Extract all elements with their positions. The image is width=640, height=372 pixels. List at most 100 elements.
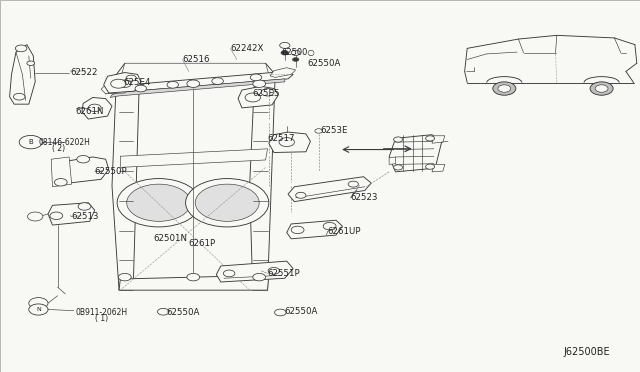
- Circle shape: [187, 80, 200, 87]
- Circle shape: [394, 137, 403, 142]
- Circle shape: [245, 93, 260, 102]
- Text: B: B: [28, 139, 33, 145]
- Polygon shape: [270, 68, 296, 77]
- Text: J62500BE: J62500BE: [563, 347, 610, 356]
- Circle shape: [50, 212, 63, 219]
- Polygon shape: [104, 73, 141, 93]
- Circle shape: [279, 138, 294, 147]
- Circle shape: [118, 80, 131, 87]
- Polygon shape: [48, 203, 95, 225]
- Circle shape: [29, 304, 48, 315]
- Circle shape: [77, 155, 90, 163]
- Circle shape: [111, 79, 126, 88]
- Polygon shape: [250, 63, 275, 290]
- Polygon shape: [288, 177, 371, 202]
- Circle shape: [296, 192, 306, 198]
- Circle shape: [348, 181, 358, 187]
- Polygon shape: [238, 86, 278, 108]
- Polygon shape: [216, 261, 293, 282]
- Circle shape: [186, 179, 269, 227]
- Text: 62516: 62516: [182, 55, 210, 64]
- Circle shape: [292, 58, 299, 61]
- Polygon shape: [112, 63, 140, 290]
- Circle shape: [127, 184, 191, 221]
- Text: 62500○: 62500○: [282, 48, 316, 57]
- Circle shape: [167, 81, 179, 88]
- Text: 62551P: 62551P: [268, 269, 300, 278]
- Circle shape: [268, 267, 280, 274]
- Circle shape: [15, 45, 27, 52]
- Text: 62550A: 62550A: [166, 308, 200, 317]
- Circle shape: [275, 309, 286, 316]
- Circle shape: [118, 273, 131, 281]
- Text: 62550P: 62550P: [95, 167, 127, 176]
- Circle shape: [88, 104, 101, 112]
- Circle shape: [394, 165, 403, 170]
- Text: 6261P: 6261P: [189, 239, 216, 248]
- Polygon shape: [101, 80, 131, 94]
- Polygon shape: [432, 136, 445, 143]
- Text: 62550A: 62550A: [285, 307, 318, 316]
- Polygon shape: [82, 97, 112, 119]
- Text: 62522: 62522: [70, 68, 98, 77]
- Circle shape: [426, 136, 435, 141]
- Circle shape: [291, 226, 304, 234]
- Text: N: N: [36, 307, 41, 312]
- Polygon shape: [120, 149, 268, 167]
- Circle shape: [493, 82, 516, 95]
- Circle shape: [157, 308, 169, 315]
- Circle shape: [280, 42, 290, 48]
- Circle shape: [29, 298, 48, 309]
- Polygon shape: [110, 79, 285, 97]
- Circle shape: [253, 80, 266, 87]
- Circle shape: [315, 129, 323, 133]
- Polygon shape: [122, 63, 269, 89]
- Polygon shape: [389, 135, 442, 172]
- Circle shape: [54, 179, 67, 186]
- Circle shape: [223, 270, 235, 277]
- Text: 6261UP: 6261UP: [328, 227, 361, 236]
- Circle shape: [595, 85, 608, 92]
- Circle shape: [498, 85, 511, 92]
- Circle shape: [261, 89, 274, 96]
- Text: 6253E: 6253E: [320, 126, 348, 135]
- Circle shape: [117, 179, 200, 227]
- Circle shape: [323, 222, 336, 230]
- Text: ( 1): ( 1): [95, 314, 108, 323]
- Circle shape: [291, 50, 300, 55]
- Circle shape: [13, 93, 25, 100]
- Circle shape: [28, 212, 43, 221]
- Circle shape: [78, 203, 91, 210]
- Circle shape: [253, 273, 266, 281]
- Circle shape: [27, 61, 35, 65]
- Text: 625E5: 625E5: [253, 89, 280, 98]
- Polygon shape: [119, 275, 269, 290]
- Text: 62242X: 62242X: [230, 44, 264, 53]
- Polygon shape: [51, 157, 72, 187]
- Text: 08146-6202H: 08146-6202H: [38, 138, 90, 147]
- Text: 0B911-2062H: 0B911-2062H: [76, 308, 127, 317]
- Polygon shape: [269, 132, 310, 153]
- Circle shape: [19, 135, 42, 149]
- Circle shape: [135, 85, 147, 92]
- Circle shape: [187, 273, 200, 281]
- Polygon shape: [10, 45, 35, 104]
- Text: 62513: 62513: [72, 212, 99, 221]
- Circle shape: [590, 82, 613, 95]
- Circle shape: [212, 78, 223, 84]
- Text: 62517: 62517: [268, 134, 295, 143]
- Polygon shape: [64, 157, 109, 183]
- Text: 62501N: 62501N: [154, 234, 188, 243]
- Circle shape: [426, 164, 435, 169]
- Text: ( 2): ( 2): [52, 144, 66, 153]
- Polygon shape: [106, 71, 293, 94]
- Polygon shape: [287, 220, 342, 239]
- Polygon shape: [389, 157, 396, 164]
- Circle shape: [126, 75, 136, 81]
- Circle shape: [195, 184, 259, 221]
- Circle shape: [250, 74, 262, 81]
- Polygon shape: [432, 164, 445, 172]
- Text: 62523: 62523: [351, 193, 378, 202]
- Text: 625E4: 625E4: [123, 78, 150, 87]
- Circle shape: [281, 51, 289, 55]
